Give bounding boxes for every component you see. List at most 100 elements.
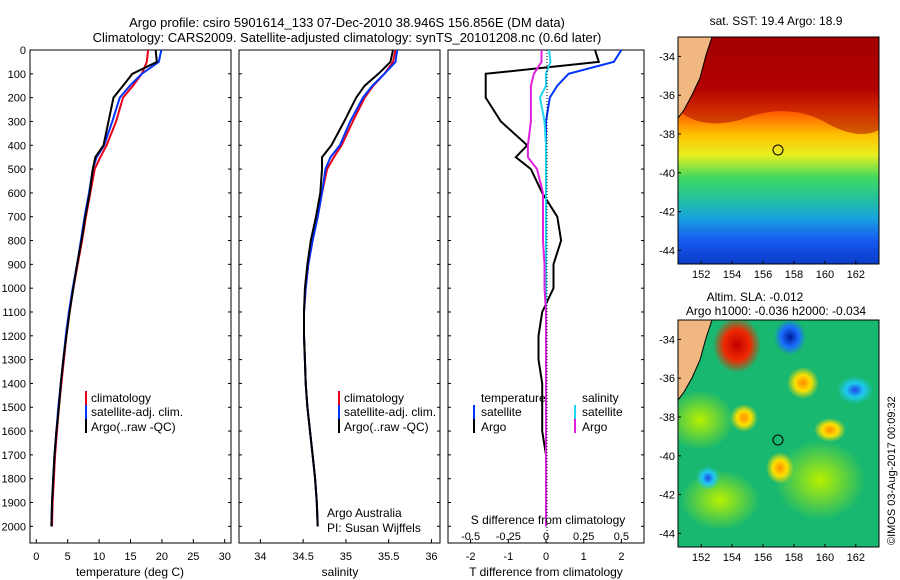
depth-tick-label: 600 bbox=[8, 188, 26, 200]
legend-argo-label: Argo(..raw -QC) bbox=[91, 420, 176, 434]
sla-cold-eddy bbox=[696, 466, 720, 490]
legend-argo-label: Argo(..raw -QC) bbox=[344, 420, 429, 434]
lon-tick-label: 152 bbox=[692, 269, 710, 281]
lon-tick-label: 160 bbox=[816, 552, 834, 564]
sla-warm-eddy bbox=[766, 452, 794, 484]
figure-title-line2: Climatology: CARS2009. Satellite-adjuste… bbox=[93, 30, 602, 45]
lat-tick-label: -38 bbox=[659, 129, 675, 141]
s-diff-tick-label: 0 bbox=[543, 531, 549, 543]
t-difference-xlabel: T difference from climatology bbox=[469, 565, 623, 579]
legend-salinity-heading: salinity bbox=[582, 391, 619, 405]
figure-title-line1: Argo profile: csiro 5901614_133 07-Dec-2… bbox=[129, 15, 565, 30]
depth-tick-label: 100 bbox=[8, 69, 26, 81]
t-diff-tick-label: 1 bbox=[581, 551, 587, 563]
depth-axis: 0 100 200 300 400 500 600 700 800 900 1000 1100 1200… bbox=[2, 45, 644, 533]
salinity-tick-label: 35 bbox=[340, 551, 352, 563]
depth-tick-label: 1100 bbox=[2, 307, 26, 319]
depth-tick-label: 2000 bbox=[2, 521, 26, 533]
sla-cold-eddy bbox=[774, 320, 806, 355]
sla-blob bbox=[775, 440, 865, 520]
lon-tick-label: 152 bbox=[692, 552, 710, 564]
lat-tick-label: -44 bbox=[659, 528, 675, 540]
temperature-tick-label: 10 bbox=[93, 551, 105, 563]
lat-tick-label: -40 bbox=[659, 451, 675, 463]
depth-tick-label: 700 bbox=[8, 212, 26, 224]
depth-tick-label: 300 bbox=[8, 116, 26, 128]
series-line-satellite-adj-clim bbox=[50, 49, 163, 527]
sst-map-frame bbox=[677, 36, 880, 265]
salinity-tick-label: 36 bbox=[425, 551, 437, 563]
lat-tick-label: -42 bbox=[659, 490, 675, 502]
depth-tick-label: 1800 bbox=[2, 474, 26, 486]
difference-legend: temperature salinity satellite Argo sate… bbox=[473, 391, 623, 434]
x-axis-ticks: 0 5 10 15 20 25 30 34 34.5 35 35.5 36 -2 -1 0 1 2 -0.5 -0.… bbox=[33, 531, 629, 563]
salinity-panel-frame bbox=[238, 49, 441, 544]
credit-line2: PI: Susan Wijffels bbox=[327, 521, 421, 535]
depth-tick-label: 800 bbox=[8, 236, 26, 248]
legend-climatology-label: climatology bbox=[91, 391, 151, 405]
depth-tick-label: 1600 bbox=[2, 426, 26, 438]
sla-map-frame bbox=[677, 319, 880, 548]
difference-profile-lines bbox=[484, 49, 623, 527]
sla-warm-eddy bbox=[713, 320, 761, 373]
sst-map-title: sat. SST: 19.4 Argo: 18.9 bbox=[710, 14, 843, 28]
salinity-tick-label: 34 bbox=[254, 551, 266, 563]
series-line-salinity-argo bbox=[526, 50, 547, 527]
temperature-tick-label: 5 bbox=[65, 551, 71, 563]
lon-tick-label: 160 bbox=[816, 269, 834, 281]
legend-t-argo-label: Argo bbox=[481, 420, 507, 434]
s-diff-tick-label: 0.25 bbox=[573, 531, 594, 543]
sla-blob bbox=[680, 470, 760, 530]
depth-tick-label: 1900 bbox=[2, 498, 26, 510]
lat-tick-label: -36 bbox=[659, 373, 675, 385]
depth-tick-label: 500 bbox=[8, 164, 26, 176]
sla-warm-eddy bbox=[814, 418, 846, 442]
series-line-climatology bbox=[51, 49, 150, 527]
salinity-tick-label: 35.5 bbox=[378, 551, 399, 563]
depth-tick-label: 1400 bbox=[2, 378, 26, 390]
temperature-tick-label: 20 bbox=[156, 551, 168, 563]
sla-warm-eddy bbox=[730, 404, 758, 432]
lat-tick-label: -38 bbox=[659, 412, 675, 424]
temperature-tick-label: 0 bbox=[33, 551, 39, 563]
legend-s-argo-label: Argo bbox=[582, 420, 608, 434]
s-difference-xlabel: S difference from climatology bbox=[471, 513, 626, 527]
temperature-tick-label: 30 bbox=[219, 551, 231, 563]
t-diff-tick-label: -2 bbox=[466, 551, 476, 563]
temperature-panel-frame bbox=[29, 49, 232, 544]
t-diff-tick-label: -1 bbox=[503, 551, 513, 563]
salinity-tick-label: 34.5 bbox=[292, 551, 313, 563]
sst-map bbox=[678, 37, 879, 264]
sla-coastline-land bbox=[678, 320, 713, 401]
temperature-legend: climatology satellite-adj. clim. Argo(..… bbox=[85, 391, 183, 434]
lon-tick-label: 154 bbox=[723, 269, 741, 281]
legend-s-satellite-label: satellite bbox=[582, 405, 623, 419]
sla-map bbox=[678, 320, 879, 547]
temperature-xlabel: temperature (deg C) bbox=[76, 565, 184, 579]
lat-tick-label: -44 bbox=[659, 245, 675, 257]
t-diff-tick-label: 0 bbox=[543, 551, 549, 563]
sst-float-marker bbox=[772, 144, 784, 156]
depth-tick-label: 1500 bbox=[2, 402, 26, 414]
lat-tick-label: -40 bbox=[659, 168, 675, 180]
sla-blob bbox=[678, 390, 735, 450]
salinity-xlabel: salinity bbox=[322, 565, 359, 579]
temperature-profile-lines bbox=[50, 49, 163, 527]
lat-tick-label: -36 bbox=[659, 90, 675, 102]
legend-temperature-heading: temperature bbox=[481, 391, 546, 405]
series-line-temperature-satellite bbox=[545, 49, 623, 527]
salinity-profile-lines bbox=[303, 49, 399, 527]
legend-satellite-label: satellite-adj. clim. bbox=[91, 405, 183, 419]
map-axes: -34 -36 -38 -40 -42 -44 152 154 156 158 160 162 -34 -… bbox=[659, 51, 865, 564]
lon-tick-label: 162 bbox=[847, 269, 865, 281]
legend-satellite-label: satellite-adj. clim. bbox=[344, 405, 436, 419]
s-diff-tick-label: 0.5 bbox=[614, 531, 629, 543]
legend-climatology-label: climatology bbox=[344, 391, 404, 405]
sst-warm-lobe bbox=[678, 37, 879, 134]
depth-tick-label: 0 bbox=[20, 45, 26, 57]
lon-tick-label: 158 bbox=[785, 269, 803, 281]
credit-line1: Argo Australia bbox=[327, 506, 402, 520]
lat-tick-label: -34 bbox=[659, 334, 675, 346]
lat-tick-label: -34 bbox=[659, 51, 675, 63]
